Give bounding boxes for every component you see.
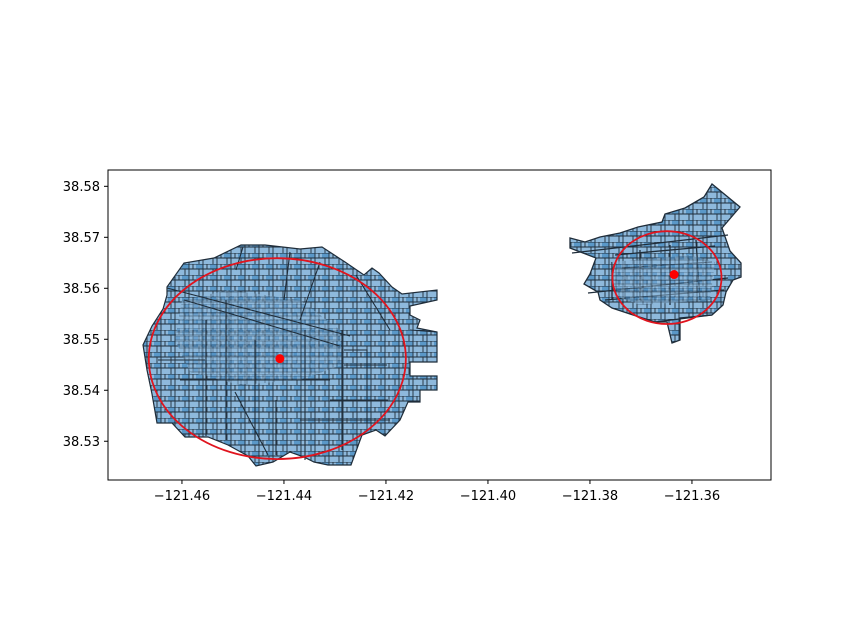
x-axis: −121.46 −121.44 −121.42 −121.40 −121.38 −121.… bbox=[154, 480, 720, 504]
region-ellipses bbox=[147, 230, 723, 460]
y-tick-label: 38.54 bbox=[63, 384, 100, 399]
y-tick-label: 38.58 bbox=[63, 180, 100, 195]
axes-frame bbox=[107, 169, 772, 481]
x-tick-label: −121.38 bbox=[562, 489, 618, 504]
west-district-overlay bbox=[175, 290, 342, 385]
east-district-parcels bbox=[569, 183, 742, 344]
x-tick-label: −121.36 bbox=[664, 489, 720, 504]
centroid-point bbox=[275, 354, 285, 364]
region-centroids bbox=[275, 270, 679, 364]
x-tick-label: −121.46 bbox=[154, 489, 210, 504]
region-ellipse bbox=[147, 257, 407, 460]
east-overlay bbox=[612, 255, 715, 305]
west-district-parcels bbox=[142, 244, 438, 467]
y-tick-label: 38.56 bbox=[63, 282, 100, 297]
region-ellipse bbox=[611, 230, 723, 325]
centroid-point bbox=[669, 270, 679, 280]
west-parcel-lines bbox=[158, 246, 438, 460]
y-tick-label: 38.57 bbox=[63, 231, 100, 246]
x-tick-label: −121.42 bbox=[358, 489, 414, 504]
x-tick-label: −121.40 bbox=[460, 489, 516, 504]
y-tick-label: 38.55 bbox=[63, 333, 100, 348]
x-tick-label: −121.44 bbox=[256, 489, 312, 504]
parcel-map bbox=[142, 183, 742, 467]
y-axis: 38.53 38.54 38.55 38.56 38.57 38.58 bbox=[63, 180, 108, 450]
y-tick-label: 38.53 bbox=[63, 435, 100, 450]
